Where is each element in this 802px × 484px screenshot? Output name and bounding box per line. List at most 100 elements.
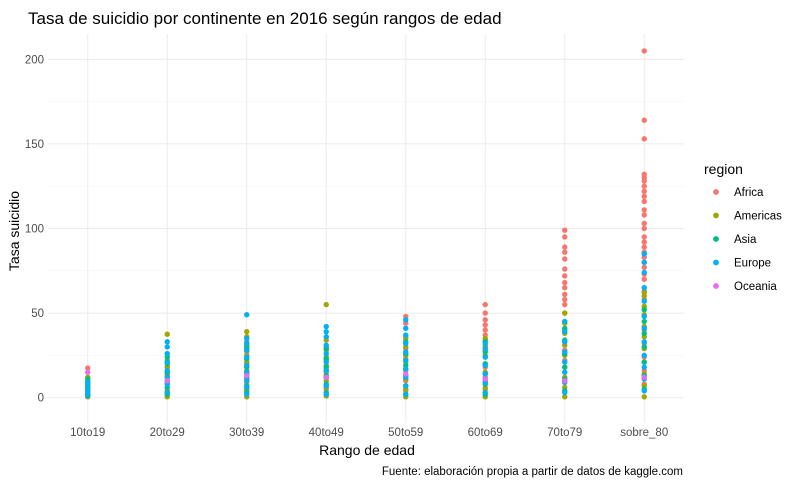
data-point-africa: [641, 239, 647, 245]
x-axis-title: Rango de edad: [319, 442, 415, 458]
x-tick-label: sobre_80: [620, 427, 668, 439]
data-point-europe: [641, 251, 647, 257]
data-point-europe: [562, 359, 568, 365]
data-point-europe: [244, 340, 250, 347]
data-point-africa: [641, 198, 647, 205]
data-point-africa: [641, 171, 647, 178]
data-point-americas: [323, 301, 329, 308]
data-point-europe: [482, 362, 488, 369]
data-point-africa: [641, 264, 647, 271]
data-point-americas: [641, 290, 647, 296]
x-tick-label: 10to19: [70, 427, 105, 439]
data-point-americas: [562, 394, 568, 400]
data-point-europe: [562, 328, 568, 335]
data-point-europe: [562, 369, 568, 375]
data-point-europe: [164, 359, 170, 365]
data-point-europe: [562, 318, 568, 325]
data-point-africa: [562, 227, 568, 233]
data-point-oceania: [641, 374, 647, 381]
data-point-africa: [641, 117, 647, 123]
data-point-europe: [164, 350, 170, 357]
data-point-africa: [641, 48, 647, 54]
chart-caption: Fuente: elaboración propia a partir de d…: [382, 466, 683, 478]
data-point-europe: [641, 269, 647, 276]
data-point-europe: [482, 354, 488, 360]
legend-key-europe: [713, 259, 719, 266]
data-point-europe: [403, 332, 409, 338]
data-point-africa: [641, 244, 647, 250]
legend-label-africa: Africa: [734, 187, 764, 199]
data-point-africa: [562, 266, 568, 272]
data-point-africa: [641, 234, 647, 240]
data-point-europe: [482, 389, 488, 396]
data-point-africa: [562, 284, 568, 291]
data-point-africa: [562, 301, 568, 308]
data-point-europe: [164, 339, 170, 345]
y-tick-label: 0: [38, 393, 44, 405]
data-point-europe: [244, 312, 250, 318]
data-point-africa: [641, 188, 647, 194]
data-point-africa: [562, 273, 568, 279]
y-tick-label: 100: [25, 224, 44, 236]
data-point-asia: [641, 344, 647, 350]
data-point-asia: [641, 359, 647, 365]
data-point-europe: [85, 384, 91, 391]
plot-grid: [48, 34, 684, 423]
data-point-europe: [482, 371, 488, 377]
x-tick-label: 70to79: [547, 427, 582, 439]
legend-items: Africa Americas Asia Europe Oceania: [713, 187, 782, 293]
data-point-europe: [85, 379, 91, 386]
legend-key-oceania: [713, 283, 719, 289]
data-point-africa: [562, 249, 568, 255]
data-point-europe: [323, 367, 329, 374]
x-tick-label: 20to29: [150, 427, 185, 439]
data-point-oceania: [482, 376, 488, 382]
data-point-oceania: [562, 378, 568, 384]
data-point-oceania: [164, 378, 170, 384]
data-point-europe: [482, 340, 488, 347]
data-point-europe: [244, 391, 250, 397]
data-point-europe: [562, 389, 568, 396]
data-point-europe: [403, 340, 409, 347]
data-point-europe: [323, 334, 329, 340]
data-point-asia: [641, 318, 647, 325]
data-point-europe: [403, 366, 409, 372]
data-point-europe: [641, 313, 647, 320]
legend-key-africa: [713, 189, 719, 195]
data-point-europe: [244, 378, 250, 384]
data-point-asia: [641, 306, 647, 313]
data-point-africa: [562, 291, 568, 298]
x-tick-label: 60to69: [468, 427, 503, 439]
legend-label-asia: Asia: [734, 234, 757, 246]
legend-label-europe: Europe: [734, 258, 771, 270]
legend-title: region: [704, 161, 743, 177]
data-point-oceania: [244, 372, 250, 379]
data-points: [85, 48, 647, 400]
data-point-europe: [641, 298, 647, 304]
y-tick-label: 150: [25, 139, 44, 151]
data-point-africa: [641, 220, 647, 227]
data-point-europe: [323, 342, 329, 348]
data-point-europe: [641, 259, 647, 266]
data-point-europe: [403, 391, 409, 397]
data-point-oceania: [323, 374, 329, 381]
data-point-europe: [641, 352, 647, 359]
data-point-europe: [641, 325, 647, 331]
y-tick-label: 200: [25, 54, 44, 66]
data-point-americas: [164, 331, 170, 337]
data-point-europe: [403, 317, 409, 323]
legend: region Africa Americas Asia Europe Oceania: [704, 161, 782, 293]
x-axis-ticks: 10to19 20to29 30to39 40to49 50to59 60to69 70to…: [70, 427, 668, 439]
data-point-europe: [323, 383, 329, 389]
data-point-africa: [562, 279, 568, 286]
data-point-europe: [403, 325, 409, 331]
data-point-africa: [562, 256, 568, 262]
data-point-africa: [482, 317, 488, 323]
data-point-africa: [482, 327, 488, 333]
data-point-europe: [403, 357, 409, 364]
x-tick-label: 30to39: [229, 427, 264, 439]
data-point-africa: [482, 322, 488, 328]
data-point-europe: [244, 335, 250, 342]
data-point-africa: [641, 212, 647, 218]
